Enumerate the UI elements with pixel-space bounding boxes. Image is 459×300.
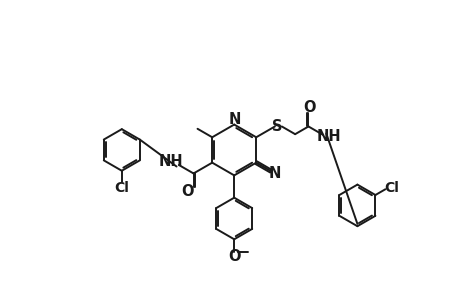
Text: N: N bbox=[228, 112, 241, 127]
Text: Cl: Cl bbox=[114, 182, 129, 196]
Text: Cl: Cl bbox=[383, 181, 398, 195]
Text: NH: NH bbox=[316, 129, 341, 144]
Text: N: N bbox=[268, 166, 280, 181]
Text: NH: NH bbox=[158, 154, 183, 169]
Text: O: O bbox=[181, 184, 193, 199]
Text: S: S bbox=[271, 119, 282, 134]
Text: O: O bbox=[302, 100, 315, 115]
Text: O: O bbox=[228, 250, 240, 265]
